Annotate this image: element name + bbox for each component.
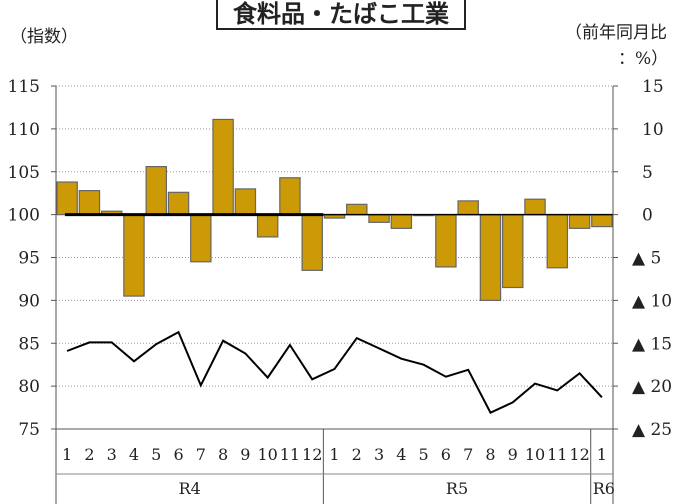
bar	[435, 214, 457, 268]
bar	[123, 214, 145, 297]
bar	[524, 198, 546, 216]
right-tick-label: ▲ 15	[632, 334, 672, 354]
x-tick-label: 3	[374, 445, 384, 464]
right-axis-unit-line2: ：%）	[618, 49, 669, 69]
x-tick-label: 11	[280, 445, 300, 464]
right-tick-label: 5	[642, 163, 653, 183]
bar	[279, 177, 301, 216]
chart-title: 食料品・たばこ工業	[216, 0, 466, 30]
x-tick-label: 6	[441, 445, 451, 464]
right-tick-label: ▲ 25	[632, 420, 672, 440]
left-tick-label: 95	[18, 249, 40, 269]
bar	[502, 214, 524, 289]
right-tick-label: ▲ 10	[632, 291, 672, 311]
bar	[346, 203, 368, 216]
left-tick-label: 90	[18, 291, 40, 311]
right-tick-label: 15	[642, 77, 664, 97]
left-tick-label: 110	[8, 120, 40, 140]
bar	[78, 190, 101, 216]
bar-series	[56, 118, 613, 301]
x-tick-label: 9	[508, 445, 518, 464]
x-tick-label: 11	[547, 445, 567, 464]
right-tick-label: 0	[642, 206, 653, 226]
x-tick-label: 4	[129, 445, 139, 464]
bar	[212, 118, 234, 216]
year-group-label: R6	[593, 479, 615, 498]
bar	[591, 214, 613, 228]
left-tick-label: 105	[8, 163, 40, 183]
x-tick-label: 9	[240, 445, 250, 464]
year-group-label: R5	[446, 479, 468, 498]
x-tick-label: 7	[196, 445, 206, 464]
x-tick-label: 10	[525, 445, 545, 464]
year-group-label: R4	[179, 479, 201, 498]
bar	[256, 214, 279, 238]
right-tick-label: ▲ 20	[632, 377, 672, 397]
x-tick-label: 4	[396, 445, 406, 464]
x-tick-label: 5	[151, 445, 161, 464]
x-tick-label: 1	[329, 445, 339, 464]
x-tick-label: 2	[352, 445, 362, 464]
right-axis-unit-line1: （前年同月比	[565, 23, 667, 43]
x-tick-label: 1	[62, 445, 72, 464]
x-tick-label: 3	[107, 445, 117, 464]
left-tick-label: 100	[8, 206, 40, 226]
x-tick-label: 8	[485, 445, 495, 464]
left-tick-label: 85	[18, 334, 40, 354]
bar	[390, 214, 413, 229]
left-tick-label: 115	[8, 77, 40, 97]
bar	[167, 191, 190, 216]
x-tick-label: 12	[302, 445, 322, 464]
x-tick-label: 12	[569, 445, 589, 464]
bar	[368, 214, 390, 223]
bar	[457, 200, 479, 216]
left-axis-unit: （指数）	[10, 27, 78, 47]
index-line	[66, 330, 603, 415]
line-series	[66, 330, 603, 415]
left-tick-label: 80	[18, 377, 40, 397]
bar	[301, 214, 323, 271]
bar	[479, 214, 502, 301]
bar	[145, 166, 167, 216]
bar	[546, 214, 569, 269]
bar	[56, 181, 78, 216]
bar	[190, 214, 212, 263]
x-tick-label: 1	[597, 445, 607, 464]
x-tick-label: 5	[419, 445, 429, 464]
x-tick-label: 7	[463, 445, 473, 464]
x-tick-label: 2	[84, 445, 94, 464]
bar	[568, 214, 591, 229]
x-tick-label: 6	[173, 445, 183, 464]
right-tick-label: ▲ 5	[632, 249, 661, 269]
axes	[51, 85, 618, 504]
x-tick-label: 10	[257, 445, 277, 464]
right-tick-label: 10	[642, 120, 664, 140]
bar	[234, 188, 257, 216]
left-tick-label: 75	[18, 420, 40, 440]
x-tick-label: 8	[218, 445, 228, 464]
